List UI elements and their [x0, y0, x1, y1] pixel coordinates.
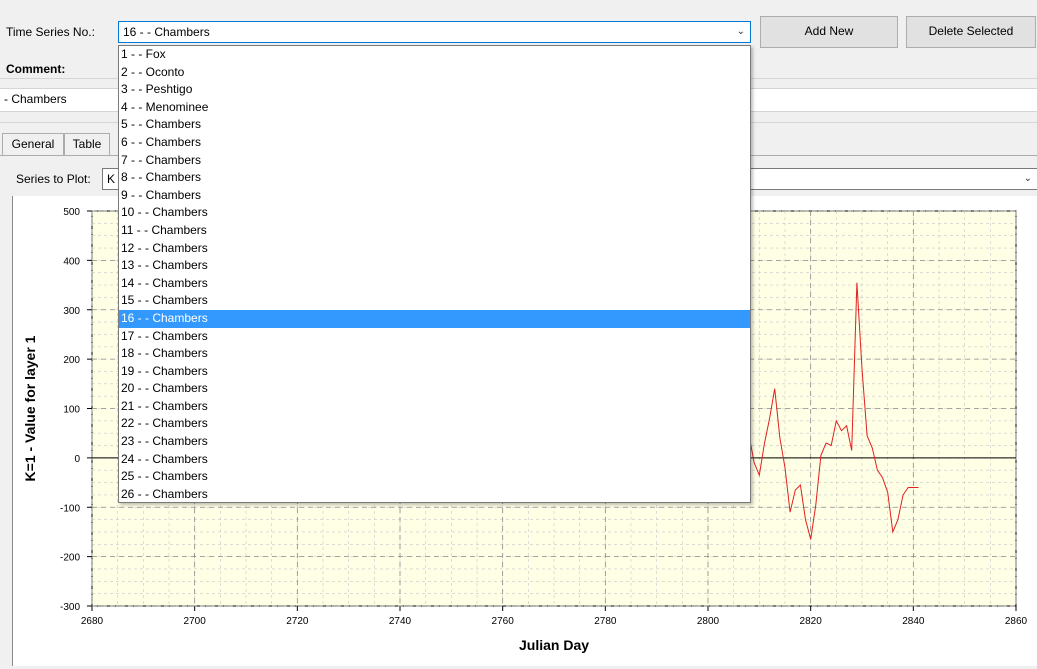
dropdown-item[interactable]: 25 - - Chambers — [121, 469, 208, 484]
y-tick-label: 200 — [63, 355, 80, 366]
x-tick-label: 2800 — [697, 616, 720, 627]
chevron-down-icon[interactable]: ⌄ — [736, 26, 745, 37]
dropdown-item[interactable]: 6 - - Chambers — [121, 134, 202, 149]
series-to-plot-value: K — [107, 172, 116, 186]
dropdown-item[interactable]: 3 - - Peshtigo — [121, 82, 193, 97]
time-series-label: Time Series No.: — [6, 25, 95, 39]
x-tick-label: 2820 — [800, 616, 823, 627]
dropdown-item[interactable]: 16 - - Chambers — [119, 309, 750, 328]
dropdown-item[interactable]: 15 - - Chambers — [121, 293, 208, 308]
dropdown-item[interactable]: 9 - - Chambers — [121, 187, 202, 202]
tab-table[interactable]: Table — [64, 133, 110, 155]
dropdown-item[interactable]: 20 - - Chambers — [121, 381, 208, 396]
dropdown-item[interactable]: 2 - - Oconto — [121, 64, 185, 79]
y-tick-label: 100 — [63, 405, 80, 416]
time-series-select[interactable]: 16 - - Chambers ⌄ — [118, 21, 751, 43]
chevron-down-icon[interactable]: ⌄ — [1023, 173, 1032, 184]
comment-value: - Chambers — [4, 92, 67, 106]
dropdown-item[interactable]: 17 - - Chambers — [121, 328, 208, 343]
time-series-dropdown-list[interactable]: 1 - - Fox 2 - - Oconto 3 - - Peshtigo 4 - -… — [118, 45, 751, 503]
series-to-plot-label: Series to Plot: — [16, 172, 91, 186]
x-tick-label: 2780 — [594, 616, 617, 627]
x-tick-label: 2740 — [389, 616, 412, 627]
x-axis-label: Julian Day — [519, 637, 589, 653]
time-series-select-value: 16 - - Chambers — [123, 25, 210, 39]
x-tick-label: 2720 — [286, 616, 309, 627]
tab-general[interactable]: General — [2, 133, 64, 155]
dropdown-item[interactable]: 5 - - Chambers — [121, 117, 202, 132]
y-tick-label: 500 — [63, 207, 80, 218]
dropdown-item[interactable]: 24 - - Chambers — [121, 451, 208, 466]
dropdown-item[interactable]: 23 - - Chambers — [121, 434, 208, 449]
dropdown-item[interactable]: 8 - - Chambers — [121, 170, 202, 185]
dropdown-item[interactable]: 11 - - Chambers — [121, 222, 207, 237]
dropdown-item[interactable]: 4 - - Menominee — [121, 99, 209, 114]
y-tick-label: 400 — [63, 256, 80, 267]
dropdown-item[interactable]: 13 - - Chambers — [121, 258, 208, 273]
y-axis-label: K=1 - Value for layer 1 — [22, 335, 38, 481]
x-tick-label: 2840 — [902, 616, 925, 627]
y-tick-label: 300 — [63, 306, 80, 317]
delete-selected-button[interactable]: Delete Selected — [906, 16, 1036, 48]
y-tick-label: -300 — [60, 602, 80, 613]
dropdown-item[interactable]: 19 - - Chambers — [121, 363, 208, 378]
dropdown-item[interactable]: 21 - - Chambers — [121, 398, 208, 413]
dropdown-item[interactable]: 26 - - Chambers — [121, 486, 208, 501]
x-tick-label: 2860 — [1005, 616, 1028, 627]
y-tick-label: -200 — [60, 553, 80, 564]
y-tick-label: -100 — [60, 503, 80, 514]
dropdown-item[interactable]: 14 - - Chambers — [121, 275, 208, 290]
dropdown-item[interactable]: 7 - - Chambers — [121, 152, 202, 167]
dropdown-item[interactable]: 1 - - Fox — [121, 47, 166, 61]
dropdown-item[interactable]: 10 - - Chambers — [121, 205, 208, 220]
series-line — [748, 282, 919, 540]
x-tick-label: 2680 — [81, 616, 104, 627]
y-tick-label: 0 — [74, 454, 80, 465]
dropdown-item[interactable]: 18 - - Chambers — [121, 346, 208, 361]
add-new-button[interactable]: Add New — [760, 16, 898, 48]
x-tick-label: 2760 — [492, 616, 515, 627]
dropdown-item[interactable]: 22 - - Chambers — [121, 416, 208, 431]
comment-label: Comment: — [6, 62, 66, 76]
dropdown-item[interactable]: 12 - - Chambers — [121, 240, 208, 255]
x-tick-label: 2700 — [184, 616, 207, 627]
